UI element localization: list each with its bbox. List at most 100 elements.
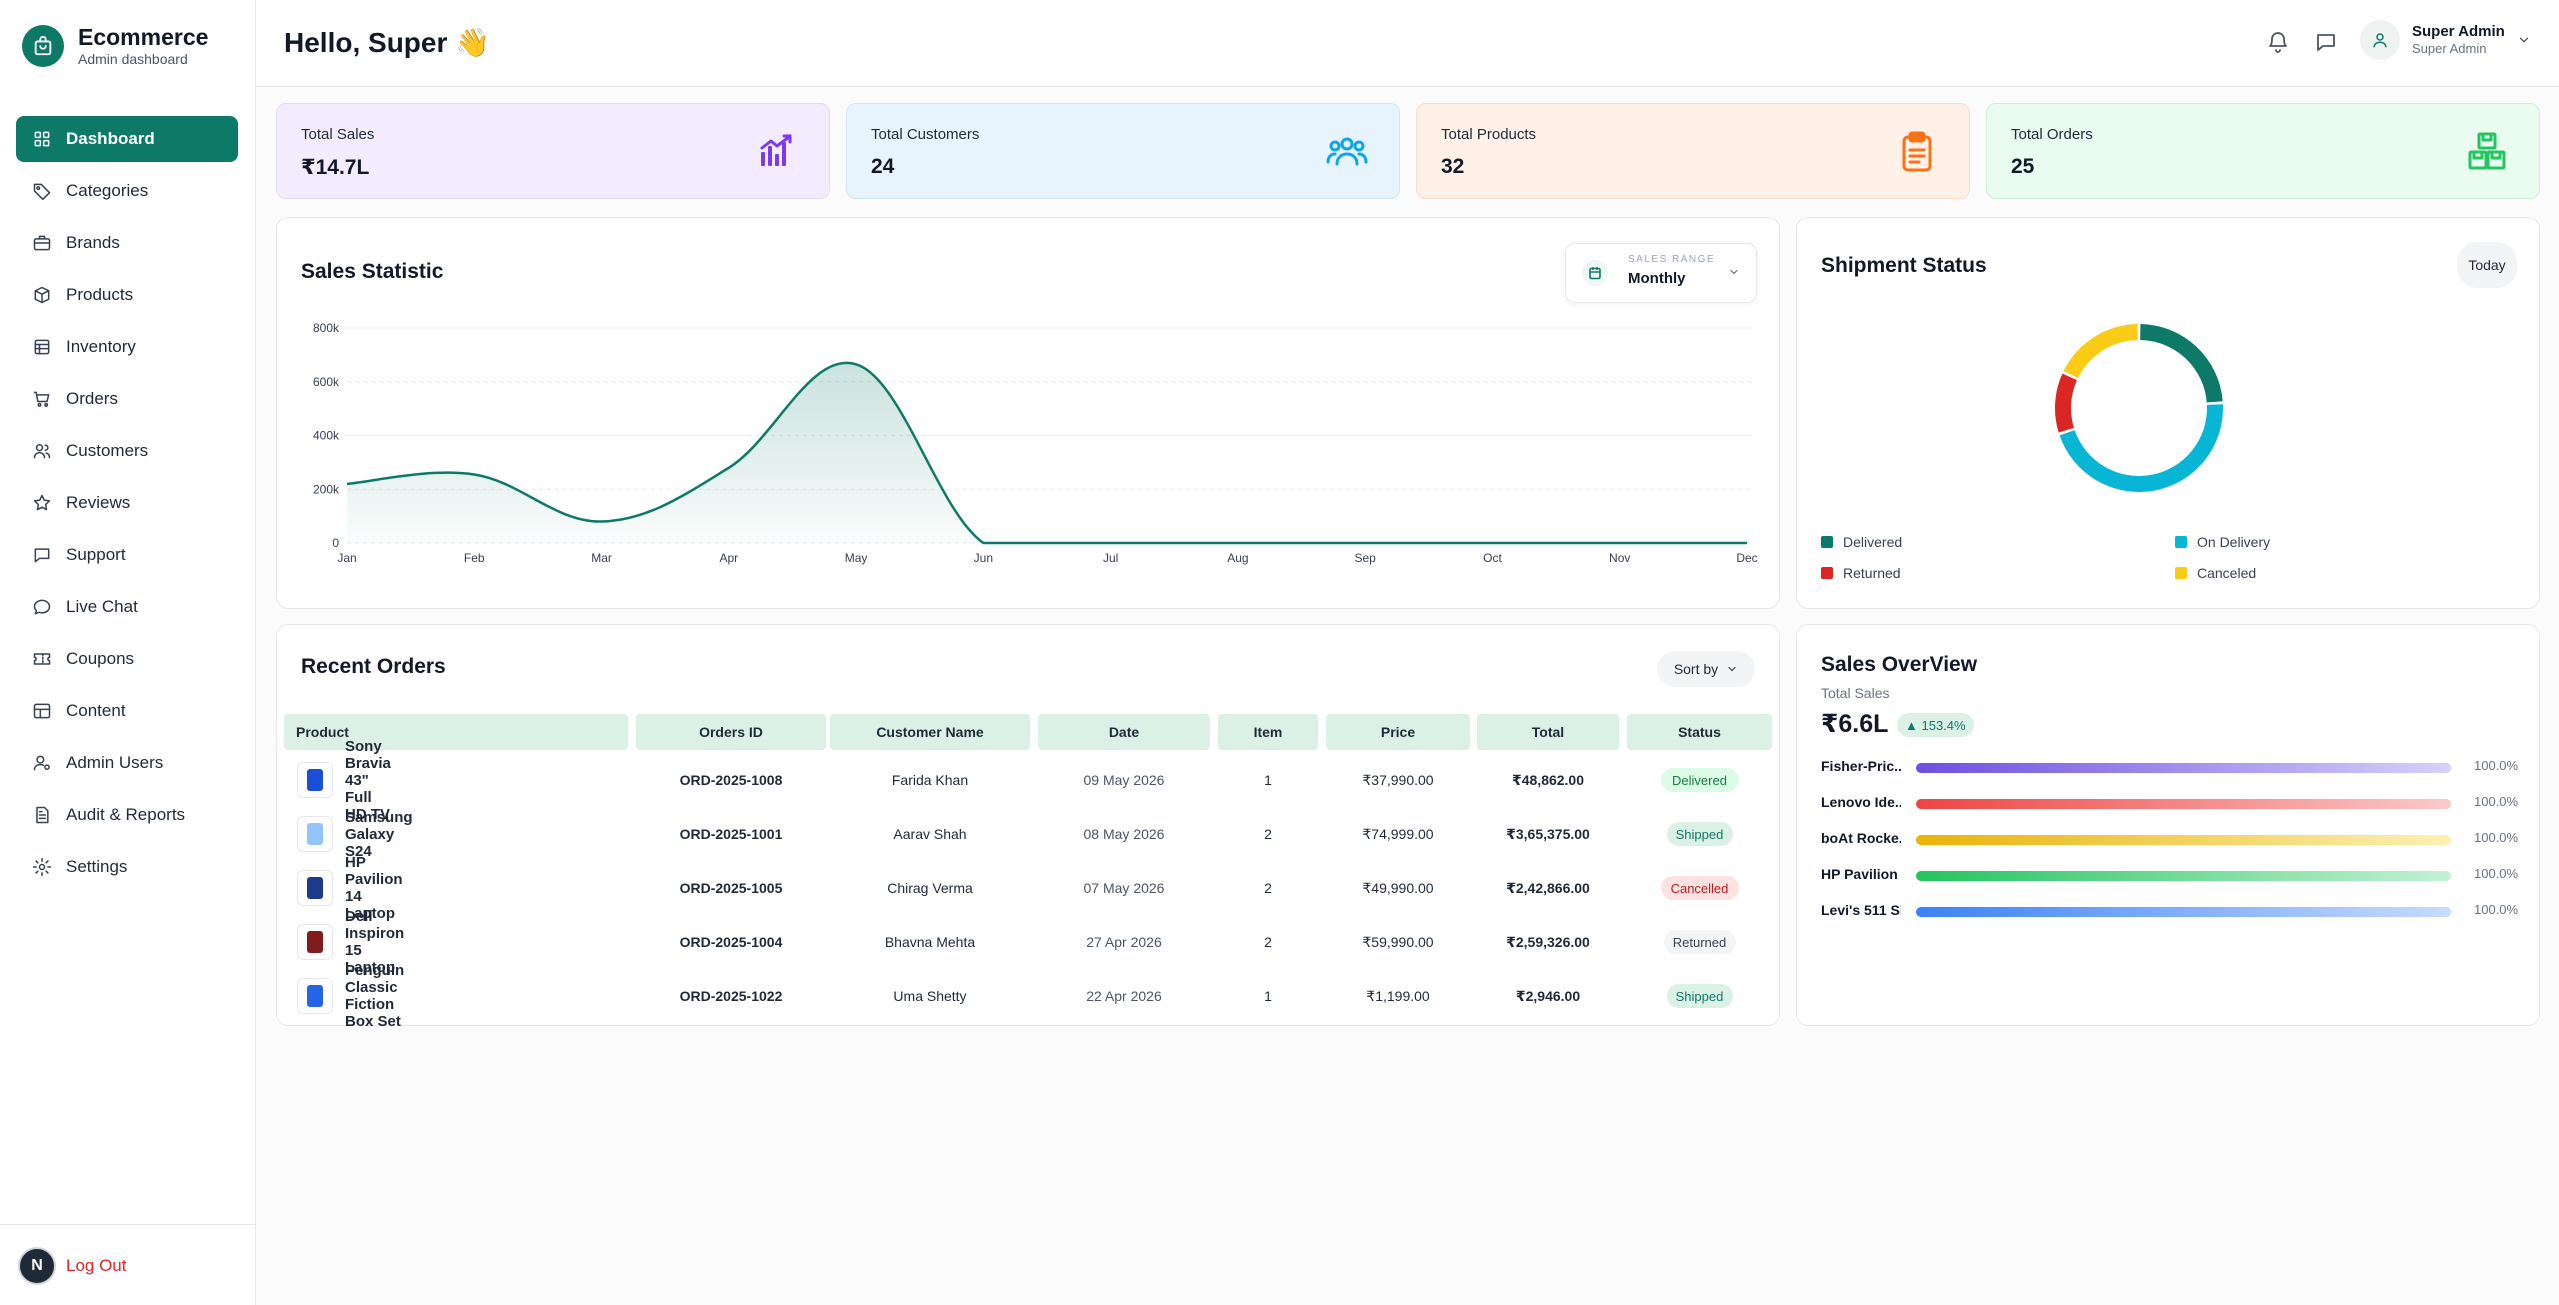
overview-bar-fill (1916, 907, 2451, 917)
column-header[interactable]: Status (1627, 714, 1772, 750)
page-title: Hello, Super 👋 (284, 27, 491, 58)
product-thumbnail (297, 816, 333, 852)
shipment-filter-button[interactable]: Today (2457, 242, 2517, 288)
overview-bar-row[interactable]: Levi's 511 Sl... 100.0% (1821, 902, 2521, 922)
cell-id: ORD-2025-1005 (679, 880, 783, 896)
sidebar-nav: Dashboard Categories Brands Products Invento… (16, 116, 238, 896)
cell-item: 1 (1264, 988, 1272, 1004)
message-icon[interactable] (2314, 30, 2338, 54)
sales-range-select[interactable]: SALES RANGE Monthly (1565, 243, 1757, 303)
overview-bar-row[interactable]: Fisher-Pric... 100.0% (1821, 758, 2521, 778)
legend-item-delivered: Delivered (1821, 534, 1902, 550)
product-name[interactable]: HP Pavilion 14 Laptop (345, 854, 403, 922)
stat-value: 25 (2011, 155, 2035, 178)
chevron-down-icon (1730, 269, 1738, 275)
overview-bar-row[interactable]: HP Pavilion ... 100.0% (1821, 866, 2521, 886)
stat-label: Total Customers (871, 126, 980, 143)
brand[interactable]: Ecommerce Admin dashboard (22, 24, 208, 68)
sidebar-item-settings[interactable]: Settings (16, 844, 238, 890)
y-tick-label: 400k (313, 429, 340, 443)
sidebar-item-customers[interactable]: Customers (16, 428, 238, 474)
column-header[interactable]: Date (1038, 714, 1210, 750)
sidebar-item-label: Audit & Reports (66, 805, 186, 824)
box-icon (34, 286, 50, 304)
stat-card-total-sales[interactable]: Total Sales ₹14.7L (276, 103, 830, 199)
brand-subtitle: Admin dashboard (78, 51, 188, 67)
cell-date: 09 May 2026 (1083, 772, 1165, 788)
column-header[interactable]: Product (284, 714, 628, 750)
overview-bar (1916, 835, 2451, 845)
bell-icon[interactable] (2266, 30, 2290, 54)
product-name[interactable]: Samsung Galaxy S24 (345, 809, 413, 860)
overview-bar-label: HP Pavilion ... (1821, 866, 1901, 882)
legend-item-returned: Returned (1821, 565, 1901, 581)
column-header[interactable]: Customer Name (830, 714, 1030, 750)
stat-card-total-customers[interactable]: Total Customers 24 (846, 103, 1400, 199)
sidebar-item-label: Customers (66, 441, 149, 460)
stat-value: ₹14.7L (301, 156, 370, 179)
sidebar-item-orders[interactable]: Orders (16, 376, 238, 422)
stat-label: Total Sales (301, 126, 375, 143)
overview-bar-row[interactable]: Lenovo Ide... 100.0% (1821, 794, 2521, 814)
cell-price: ₹49,990.00 (1362, 879, 1434, 896)
donut-slice-returned[interactable] (2055, 373, 2077, 433)
sidebar-item-reviews[interactable]: Reviews (16, 480, 238, 526)
sidebar-item-support[interactable]: Support (16, 532, 238, 578)
stat-label: Total Products (1441, 126, 1537, 143)
product-name[interactable]: Penguin Classic Fiction Box Set (345, 962, 404, 1030)
stat-value: 32 (1441, 155, 1465, 178)
sales-range-value: Monthly (1628, 270, 1686, 287)
sidebar-item-brands[interactable]: Brands (16, 220, 238, 266)
profile-role: Super Admin (2412, 41, 2487, 56)
overview-bar-fill (1916, 835, 2451, 845)
y-tick-label: 0 (332, 536, 339, 550)
product-thumbnail (297, 762, 333, 798)
x-tick-label: Jan (337, 551, 356, 565)
logout-button[interactable]: N Log Out (18, 1247, 127, 1285)
profile-menu[interactable]: Super Admin Super Admin (2360, 20, 2531, 60)
sidebar-item-products[interactable]: Products (16, 272, 238, 318)
overview-bar-fill (1916, 871, 2451, 881)
sidebar-item-admin-users[interactable]: Admin Users (16, 740, 238, 786)
stat-card-total-orders[interactable]: Total Orders 25 (1986, 103, 2540, 199)
x-tick-label: Aug (1227, 551, 1248, 565)
sidebar-item-inventory[interactable]: Inventory (16, 324, 238, 370)
sidebar-item-categories[interactable]: Categories (16, 168, 238, 214)
sidebar-item-coupons[interactable]: Coupons (16, 636, 238, 682)
x-tick-label: Apr (719, 551, 738, 565)
sidebar-item-live-chat[interactable]: Live Chat (16, 584, 238, 630)
legend-label: Delivered (1843, 534, 1903, 550)
cell-customer: Bhavna Mehta (884, 934, 976, 950)
x-tick-label: Nov (1609, 551, 1630, 565)
column-header[interactable]: Item (1218, 714, 1318, 750)
stat-card-total-products[interactable]: Total Products 32 (1416, 103, 1970, 199)
donut-slice-on-delivery[interactable] (2059, 404, 2223, 493)
y-tick-label: 800k (313, 321, 340, 335)
sidebar-item-dashboard[interactable]: Dashboard (16, 116, 238, 162)
sidebar-item-content[interactable]: Content (16, 688, 238, 734)
sales-range-label: SALES RANGE (1628, 254, 1716, 265)
product-name[interactable]: Dell Inspiron 15 Laptop (345, 908, 405, 976)
gear-icon (32, 857, 52, 877)
column-header[interactable]: Price (1326, 714, 1470, 750)
clipboard-icon (1902, 131, 1932, 172)
column-header[interactable]: Total (1477, 714, 1619, 750)
sales-overview-title: Sales OverView (1821, 653, 1978, 676)
product-thumbnail (297, 978, 333, 1014)
overview-bar-row[interactable]: boAt Rocke... 100.0% (1821, 830, 2521, 850)
legend-item-canceled: Canceled (2175, 565, 2256, 581)
sort-by-button[interactable]: Sort by (1657, 651, 1755, 687)
recent-orders-panel: Recent Orders Sort by (276, 624, 1780, 1026)
inventory-icon (34, 339, 50, 355)
product-name[interactable]: Sony Bravia 43" Full HD TV (345, 738, 391, 823)
sidebar-item-audit-reports[interactable]: Audit & Reports (16, 792, 238, 838)
column-header[interactable]: Orders ID (636, 714, 826, 750)
sales-statistic-panel: Sales Statistic 0 200k 400k 600k 800k Jan Feb M… (276, 217, 1780, 609)
x-tick-label: Sep (1355, 551, 1377, 565)
cell-price: ₹74,999.00 (1362, 825, 1434, 842)
donut-slice-canceled[interactable] (2063, 324, 2138, 378)
donut-slice-delivered[interactable] (2140, 324, 2223, 403)
cell-price: ₹1,199.00 (1366, 987, 1430, 1004)
users-group-icon (1326, 137, 1368, 166)
overview-bar-percent: 100.0% (2474, 902, 2519, 917)
